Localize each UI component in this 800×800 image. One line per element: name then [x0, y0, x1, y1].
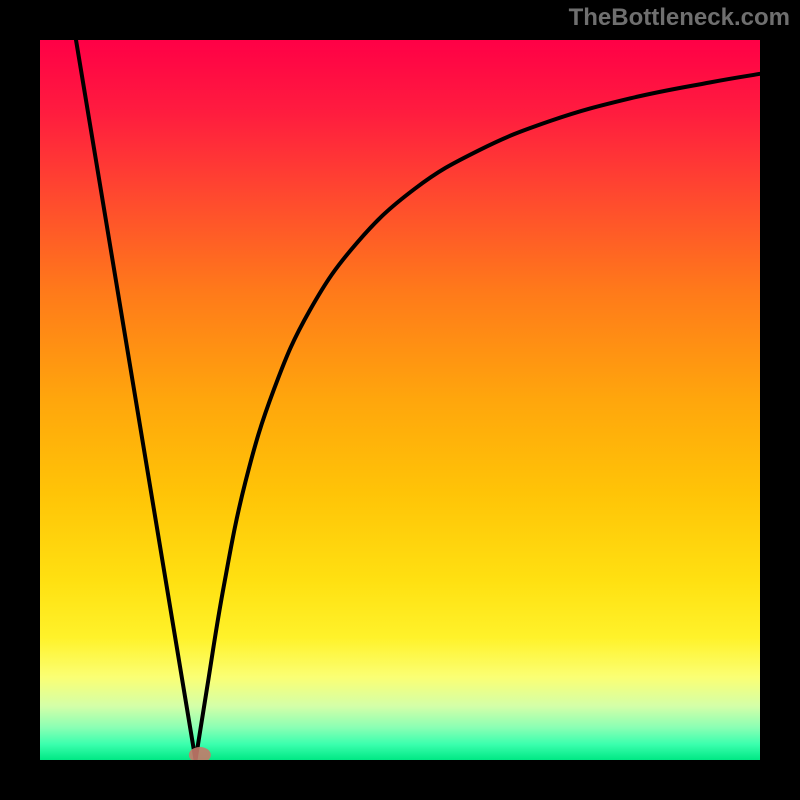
watermark-text: TheBottleneck.com	[569, 4, 790, 32]
bottleneck-chart	[0, 0, 800, 800]
chart-background	[40, 40, 760, 760]
chart-container: TheBottleneck.com	[0, 0, 800, 800]
